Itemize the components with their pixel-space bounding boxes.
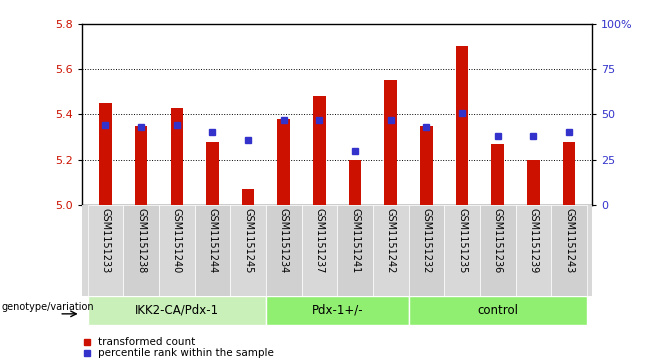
Bar <box>492 144 504 205</box>
Bar <box>337 205 373 296</box>
Bar <box>123 205 159 296</box>
Bar <box>527 160 540 205</box>
Text: GSM1151234: GSM1151234 <box>279 208 289 273</box>
Bar <box>313 96 326 205</box>
Bar <box>515 205 551 296</box>
Text: GSM1151235: GSM1151235 <box>457 208 467 273</box>
Text: transformed count: transformed count <box>97 337 195 347</box>
Bar <box>480 205 515 296</box>
Bar <box>409 296 587 325</box>
Bar <box>206 142 218 205</box>
Text: GSM1151241: GSM1151241 <box>350 208 360 273</box>
Text: GSM1151242: GSM1151242 <box>386 208 395 273</box>
Bar <box>88 205 123 296</box>
Text: GSM1151238: GSM1151238 <box>136 208 146 273</box>
Bar <box>456 46 468 205</box>
Text: percentile rank within the sample: percentile rank within the sample <box>97 348 274 358</box>
Bar <box>373 205 409 296</box>
Text: GSM1151240: GSM1151240 <box>172 208 182 273</box>
Bar <box>242 189 254 205</box>
Text: GSM1151245: GSM1151245 <box>243 208 253 273</box>
Text: GSM1151239: GSM1151239 <box>528 208 538 273</box>
Bar <box>159 205 195 296</box>
Bar <box>135 126 147 205</box>
Text: GSM1151236: GSM1151236 <box>493 208 503 273</box>
Bar <box>266 296 409 325</box>
Bar <box>349 160 361 205</box>
Text: GSM1151237: GSM1151237 <box>315 208 324 273</box>
Text: GSM1151232: GSM1151232 <box>421 208 432 273</box>
Bar <box>409 205 444 296</box>
Bar <box>170 107 183 205</box>
Text: GSM1151233: GSM1151233 <box>101 208 111 273</box>
Bar <box>230 205 266 296</box>
Bar <box>278 119 290 205</box>
Text: GSM1151244: GSM1151244 <box>207 208 217 273</box>
Bar <box>88 296 266 325</box>
Text: genotype/variation: genotype/variation <box>1 302 94 312</box>
Bar <box>420 126 432 205</box>
Bar <box>384 80 397 205</box>
Bar <box>301 205 337 296</box>
Bar <box>195 205 230 296</box>
Bar <box>551 205 587 296</box>
Bar <box>563 142 575 205</box>
Bar <box>444 205 480 296</box>
Text: Pdx-1+/-: Pdx-1+/- <box>311 304 363 317</box>
Text: IKK2-CA/Pdx-1: IKK2-CA/Pdx-1 <box>135 304 219 317</box>
Bar <box>99 103 112 205</box>
Text: GSM1151243: GSM1151243 <box>564 208 574 273</box>
Bar <box>266 205 301 296</box>
Text: control: control <box>477 304 519 317</box>
